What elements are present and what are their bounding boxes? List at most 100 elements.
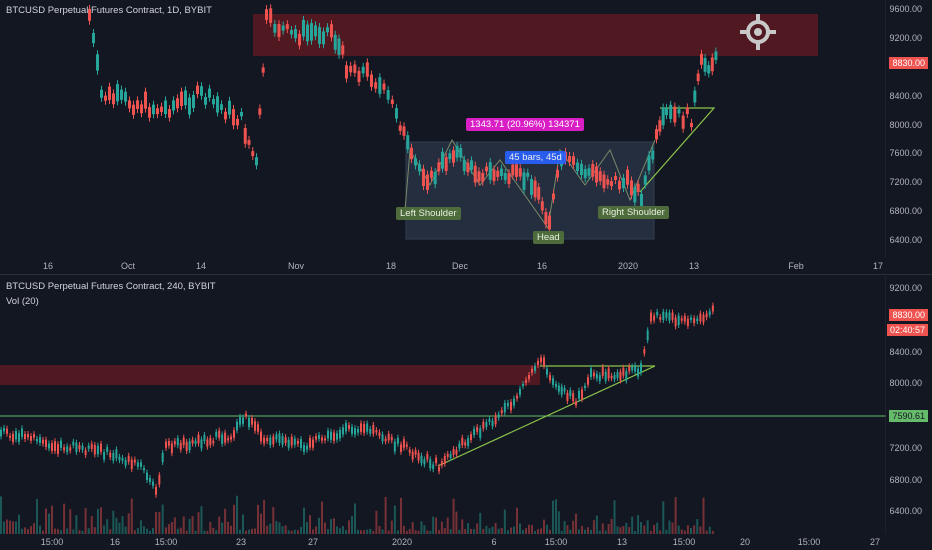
volume-bar — [534, 530, 536, 534]
four-hour-candle — [90, 443, 93, 450]
four-hour-candle — [387, 433, 390, 441]
four-hour-chart-pane[interactable]: BTCUSD Perpetual Futures Contract, 240, … — [0, 276, 932, 540]
four-hour-chart-title: BTCUSD Perpetual Futures Contract, 240, … — [6, 281, 216, 292]
four-hour-candle — [366, 423, 369, 432]
four-hour-candle — [45, 439, 47, 447]
daily-candle — [710, 57, 714, 72]
four-hour-candle — [590, 368, 592, 377]
volume-bar — [342, 526, 344, 534]
volume-bar — [443, 528, 446, 534]
four-hour-candle — [479, 428, 482, 438]
four-hour-candle — [619, 371, 622, 381]
volume-bar — [15, 521, 17, 534]
volume-bar — [650, 530, 652, 534]
four-hour-candle — [540, 357, 542, 363]
volume-bar — [36, 498, 38, 534]
four-hour-candle — [503, 402, 506, 413]
daily-candle — [496, 170, 500, 177]
daily-candle — [180, 91, 183, 107]
volume-bar — [417, 530, 420, 534]
volume-bar — [345, 530, 347, 534]
pane-divider[interactable] — [0, 274, 932, 275]
four-hour-candle — [432, 464, 435, 470]
volume-bar — [643, 525, 646, 534]
daily-candle — [390, 99, 394, 104]
resistance-zone — [253, 14, 818, 56]
volume-bar — [167, 524, 170, 534]
daily-chart-canvas[interactable] — [0, 0, 886, 258]
rising-trendline — [437, 365, 656, 467]
four-hour-candle — [161, 452, 164, 463]
price-tick: 6400.00 — [889, 235, 922, 245]
four-hour-candle — [233, 430, 235, 438]
volume-bar — [653, 524, 656, 534]
volume-bar — [330, 519, 332, 534]
four-hour-candle — [36, 438, 38, 442]
four-hour-candle — [21, 428, 23, 437]
four-hour-candle — [683, 315, 686, 322]
daily-candle — [522, 172, 526, 190]
daily-price-axis[interactable]: 9600.00 9200.00 8400.00 8000.00 7600.00 … — [886, 0, 932, 258]
daily-candle — [707, 65, 711, 74]
volume-bar — [680, 529, 683, 534]
daily-candle — [261, 67, 265, 73]
four-hour-candle — [200, 439, 203, 449]
four-hour-candle — [592, 372, 595, 377]
four-hour-candle — [309, 437, 311, 448]
daily-time-axis[interactable]: 16 Oct 14 Nov 18 Dec 16 2020 13 Feb 17 — [0, 258, 886, 274]
volume-bar — [581, 525, 583, 534]
daily-candle — [204, 96, 207, 105]
volume-indicator-label: Vol (20) — [6, 296, 39, 307]
time-tick: Oct — [120, 261, 136, 271]
four-hour-candle — [488, 418, 491, 423]
volume-bar — [33, 523, 35, 534]
four-hour-candle — [93, 444, 96, 455]
volume-bar — [390, 520, 393, 534]
four-hour-candle — [408, 449, 411, 453]
volume-bar — [708, 526, 711, 534]
volume-bar — [555, 499, 557, 534]
daily-candle — [337, 38, 341, 55]
crosshair-target-icon[interactable] — [740, 14, 776, 50]
daily-candle — [693, 90, 697, 103]
volume-bar — [194, 530, 197, 534]
volume-bar — [206, 530, 209, 534]
four-hour-candle — [543, 357, 545, 367]
volume-bar — [656, 522, 659, 534]
four-hour-chart-canvas[interactable] — [0, 276, 886, 534]
daily-candle — [618, 180, 621, 190]
volume-bar — [563, 521, 566, 534]
four-hour-candle — [634, 365, 637, 372]
four-hour-candle — [75, 442, 78, 452]
four-hour-candle — [336, 433, 338, 440]
volume-bar — [245, 530, 247, 534]
four-hour-candle — [646, 330, 649, 341]
volume-bar — [677, 525, 680, 534]
four-hour-time-axis[interactable]: 15:00 16 15:00 23 27 2020 6 15:00 13 15:… — [0, 534, 886, 550]
volume-bar — [149, 530, 151, 534]
volume-bar — [324, 522, 326, 534]
four-hour-candle — [315, 436, 317, 440]
volume-bar — [497, 528, 500, 534]
four-hour-candle — [566, 392, 569, 402]
volume-bar — [510, 527, 512, 534]
four-hour-candle — [402, 439, 405, 448]
four-hour-candle — [96, 445, 99, 455]
four-hour-candle — [63, 447, 66, 451]
volume-bar — [482, 528, 485, 534]
four-hour-candle — [429, 459, 432, 469]
daily-chart-pane[interactable]: BTCUSD Perpetual Futures Contract, 1D, B… — [0, 0, 932, 258]
four-hour-candle — [610, 375, 613, 379]
volume-bar — [500, 528, 503, 534]
daily-candle — [669, 104, 673, 119]
daily-candle — [622, 177, 625, 189]
daily-candle — [418, 164, 421, 172]
four-hour-candle — [384, 438, 387, 442]
daily-candle — [310, 23, 313, 41]
four-hour-candle — [584, 385, 586, 388]
four-hour-candle — [296, 441, 299, 444]
volume-bar — [384, 496, 387, 534]
four-hour-candle — [482, 421, 485, 429]
four-hour-price-axis[interactable]: 9200.00 8400.00 8000.00 7200.00 6800.00 … — [886, 276, 932, 540]
price-range-measure-label: 1343.71 (20.96%) 134371 — [466, 118, 584, 131]
